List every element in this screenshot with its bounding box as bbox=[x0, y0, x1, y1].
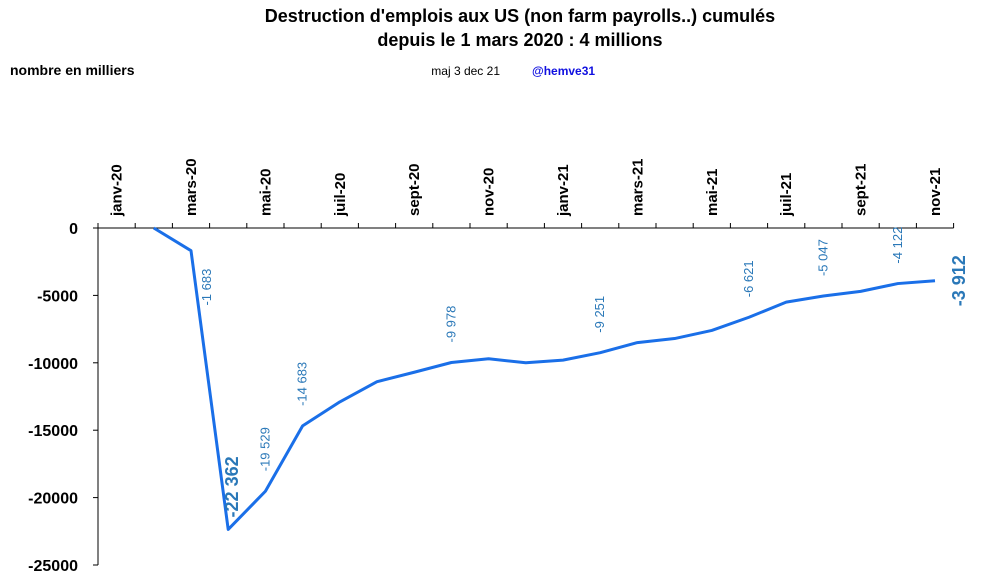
x-tick-label: nov-21 bbox=[927, 168, 944, 216]
x-tick-label: juil-21 bbox=[778, 173, 795, 217]
line bbox=[153, 226, 936, 531]
x-tick-label: nov-20 bbox=[481, 168, 498, 216]
x-tick-label: mai-20 bbox=[257, 168, 274, 216]
y-tick-label: -20000 bbox=[28, 491, 78, 508]
data-label: -3 912 bbox=[949, 255, 969, 306]
y-tick-label: -25000 bbox=[28, 558, 78, 575]
y-axis-label: nombre en milliers bbox=[10, 62, 135, 78]
update-note: maj 3 dec 21 bbox=[431, 64, 500, 78]
x-tick-label: sept-20 bbox=[406, 163, 423, 216]
y-tick-label: 0 bbox=[69, 221, 78, 238]
chart-title: depuis le 1 mars 2020 : 4 millions bbox=[377, 30, 662, 50]
x-tick-label: janv-20 bbox=[109, 164, 126, 217]
x-tick-label: mars-21 bbox=[629, 158, 646, 216]
author: @hemve31 bbox=[532, 64, 595, 78]
data-label: -4 122 bbox=[890, 227, 905, 264]
x-tick-label: juil-20 bbox=[332, 173, 349, 217]
data-label: -22 362 bbox=[222, 456, 242, 517]
chart-title: Destruction d'emplois aux US (non farm p… bbox=[265, 6, 775, 26]
x-tick-label: mars-20 bbox=[183, 158, 200, 216]
data-label: -5 047 bbox=[815, 239, 830, 276]
y-tick-label: -10000 bbox=[28, 356, 78, 373]
x-tick-label: janv-21 bbox=[555, 164, 572, 217]
data-label: -6 621 bbox=[741, 260, 756, 297]
data-label: -9 978 bbox=[443, 306, 458, 343]
data-label: -19 529 bbox=[257, 427, 272, 471]
y-tick-label: -5000 bbox=[37, 288, 78, 305]
data-label: -9 251 bbox=[592, 296, 607, 333]
data-label: -14 683 bbox=[295, 362, 310, 406]
y-tick-label: -15000 bbox=[28, 423, 78, 440]
x-tick-label: sept-21 bbox=[853, 163, 870, 216]
data-label: -1 683 bbox=[199, 269, 214, 306]
x-tick-label: mai-21 bbox=[704, 168, 721, 216]
